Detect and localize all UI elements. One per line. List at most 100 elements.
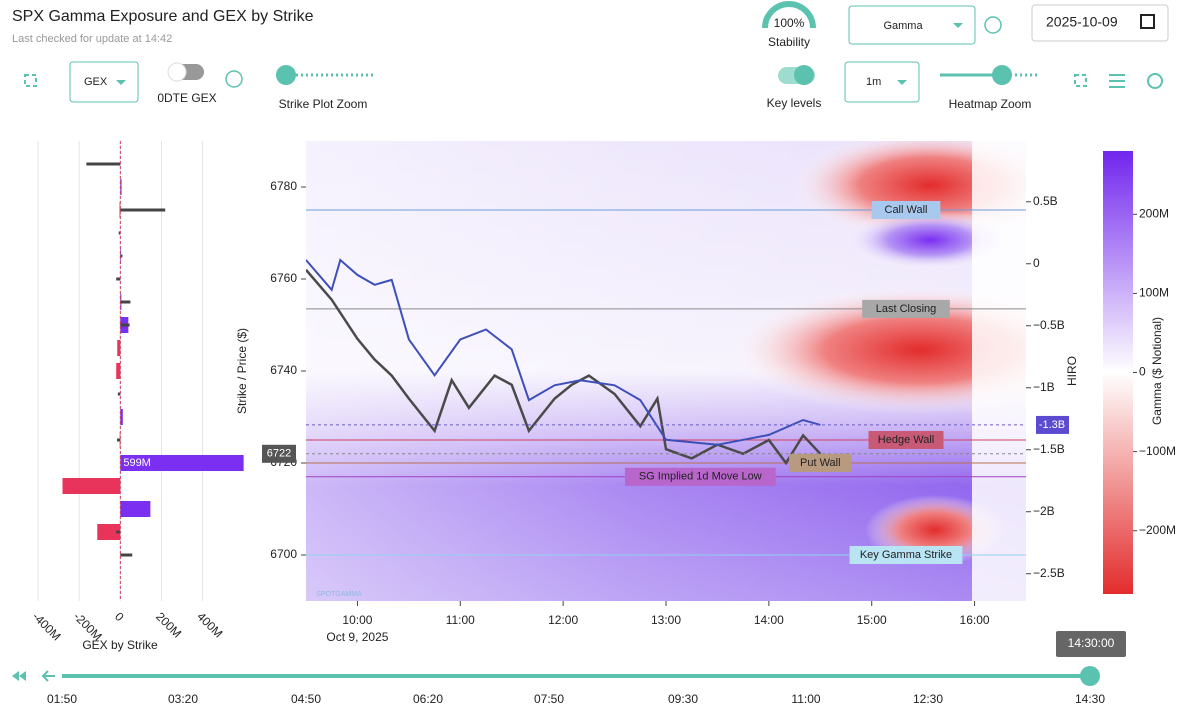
y-tick-label: 6780 [270, 179, 297, 193]
slider-knob[interactable] [276, 65, 296, 85]
bar [120, 179, 122, 195]
colorbar [1103, 151, 1133, 594]
info-icon[interactable] [225, 70, 243, 88]
stability-value: 100% [774, 16, 805, 30]
back-icon[interactable] [41, 670, 55, 682]
bar [120, 300, 131, 304]
settings-icon[interactable] [1109, 74, 1125, 88]
key-level-box [868, 431, 944, 449]
expand-icon[interactable] [1074, 74, 1087, 87]
hiro-current-tag [1036, 415, 1069, 434]
y-axis-label: Strike / Price ($) [235, 328, 249, 414]
calendar-icon[interactable] [1140, 14, 1155, 29]
interval-select[interactable] [844, 61, 920, 103]
caret [897, 80, 907, 85]
bar [118, 231, 121, 235]
x-tick-label: -400M [30, 609, 64, 643]
timeline-label: 11:00 [791, 692, 820, 706]
stability-gauge [762, 1, 816, 29]
interval-value: 1m [866, 76, 881, 88]
x-tick-label: 15:00 [857, 613, 887, 627]
timeline-label: 12:30 [913, 692, 943, 706]
timeline-label: 03:20 [168, 692, 198, 706]
date-value: 2025-10-09 [1046, 14, 1118, 30]
caret [953, 23, 963, 28]
x-tick-label: 16:00 [960, 613, 990, 627]
bar [117, 438, 121, 442]
y-tick-label: 6700 [270, 547, 297, 561]
timeline-label: 04:50 [291, 692, 321, 706]
timeline-label: 06:20 [413, 692, 443, 706]
hiro-current-label: -1.3B [1039, 419, 1065, 431]
y2-tick-label: −2.5B [1033, 566, 1065, 580]
toggle-knob [794, 65, 814, 85]
bar [120, 323, 130, 327]
title: SPX Gamma Exposure and GEX by Strike [12, 8, 314, 25]
x-axis-sublabel: Oct 9, 2025 [326, 630, 388, 644]
key-level-label: SG Implied 1d Move Low [639, 471, 762, 483]
timeline-knob[interactable] [1080, 666, 1100, 686]
colorbar-tick-label: −100M [1139, 444, 1176, 458]
x-tick-label: 200M [153, 609, 184, 640]
last-price-tag [262, 444, 296, 463]
x-tick-label: 14:00 [754, 613, 784, 627]
bar [62, 478, 121, 494]
bar [117, 340, 121, 356]
y-tick-label: 6760 [270, 271, 297, 285]
key-level-label: Last Closing [876, 303, 937, 315]
stability-label: Stability [768, 35, 810, 49]
expand-icon[interactable] [24, 74, 37, 87]
x-tick-label: 0 [112, 609, 127, 624]
y2-tick-label: 0 [1033, 256, 1040, 270]
rewind-icon[interactable] [12, 671, 26, 681]
plot [306, 209, 1026, 556]
slider-knob[interactable] [992, 65, 1012, 85]
bar [120, 553, 133, 557]
timeline-label: 09:30 [668, 692, 698, 706]
key-level-label: Key Gamma Strike [860, 549, 952, 561]
toggle-knob [167, 62, 187, 82]
colorbar-tick-label: 200M [1139, 206, 1169, 220]
last-price-label: 6722 [267, 448, 291, 460]
mode-select-value: Gamma [883, 20, 923, 32]
bar [119, 202, 121, 218]
x-tick-label: 11:00 [446, 613, 475, 627]
bars [62, 162, 244, 557]
y2-axis-label: HIRO [1065, 356, 1079, 386]
colorbar-tick-label: −200M [1139, 523, 1176, 537]
colorbar-tick-label: 0 [1139, 365, 1146, 379]
date-input[interactable] [1031, 4, 1169, 42]
x-tick-label: 13:00 [651, 613, 681, 627]
value-label: 599M [123, 457, 151, 469]
bar [97, 524, 121, 540]
key-level-box [871, 201, 941, 219]
timeline-label: 14:30 [1075, 692, 1105, 706]
gex-select-value: GEX [84, 76, 108, 88]
y2-tick-label: −1.5B [1033, 442, 1065, 456]
key-level-box [624, 467, 776, 486]
colorbar-label: Gamma ($ Notional) [1150, 317, 1164, 425]
key-level-box [849, 546, 963, 564]
x-tick-label: 12:00 [548, 613, 578, 627]
key-level-label: Hedge Wall [878, 434, 934, 446]
y2-tick-label: −2B [1033, 504, 1055, 518]
key-level-label: Call Wall [885, 204, 928, 216]
bar [120, 208, 166, 212]
bar [120, 409, 123, 425]
bar [120, 501, 151, 517]
hiro-line [306, 258, 821, 446]
x-axis-label: GEX by Strike [82, 638, 158, 652]
colorbar-tick-label: 100M [1139, 286, 1169, 300]
bar [120, 254, 123, 258]
timeline-label: 07:50 [534, 692, 564, 706]
price-line [306, 268, 822, 466]
mode-select[interactable] [848, 5, 976, 45]
timeline-current: 14:30:00 [1068, 636, 1115, 650]
y2-tick-label: −1B [1033, 380, 1055, 394]
contrast-icon[interactable] [1147, 73, 1163, 89]
gex-select[interactable] [69, 61, 139, 103]
heatmap-zoom-label: Heatmap Zoom [949, 97, 1032, 111]
x-tick-label: 400M [194, 609, 225, 640]
strike-zoom-label: Strike Plot Zoom [279, 97, 368, 111]
info-icon[interactable] [984, 16, 1002, 34]
